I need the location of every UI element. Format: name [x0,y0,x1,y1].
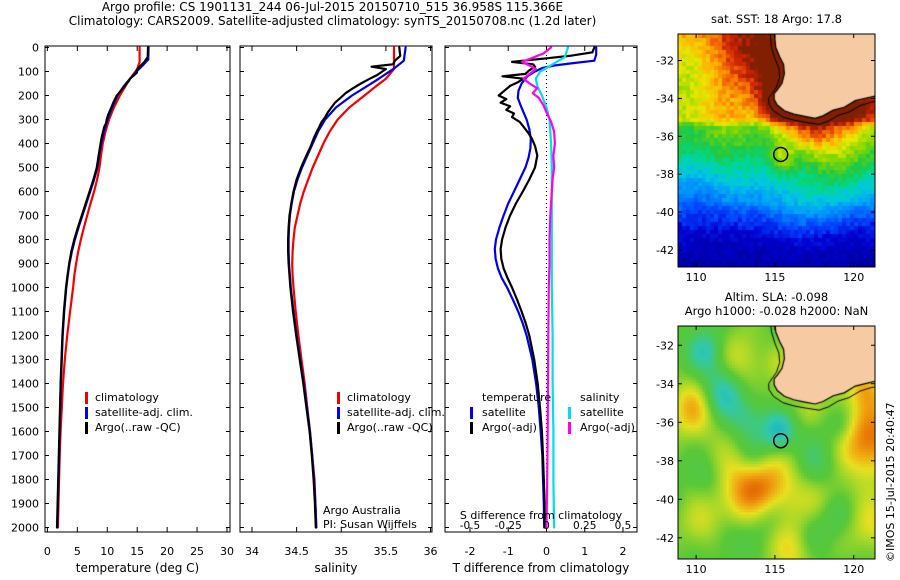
svg-text:300: 300 [18,114,39,127]
svg-text:salinity: salinity [314,561,357,575]
svg-text:satellite: satellite [580,406,624,419]
svg-text:120: 120 [843,563,864,576]
svg-text:S difference from climatology: S difference from climatology [460,509,623,522]
svg-text:salinity: salinity [580,391,620,404]
svg-text:temperature (deg C): temperature (deg C) [76,561,199,575]
figure-title-line1: Argo profile: CS 1901131_244 06-Jul-2015… [101,0,564,14]
imos-credit: ©IMOS 15-Jul-2015 20:40:47 [884,402,897,562]
svg-text:700: 700 [18,210,39,223]
svg-text:1000: 1000 [11,282,39,295]
svg-text:1500: 1500 [11,402,39,415]
svg-text:-36: -36 [656,130,674,143]
svg-text:climatology: climatology [347,391,411,404]
svg-text:-0.25: -0.25 [495,520,522,532]
svg-text:-38: -38 [656,168,674,181]
svg-text:-42: -42 [656,532,674,545]
sla-map-image [678,326,875,559]
svg-text:PI: Susan Wijffels: PI: Susan Wijffels [323,518,417,531]
svg-text:1100: 1100 [11,306,39,319]
svg-text:-38: -38 [656,455,674,468]
svg-text:1200: 1200 [11,330,39,343]
svg-text:satellite: satellite [482,406,526,419]
svg-text:35: 35 [334,545,348,558]
svg-text:35.5: 35.5 [374,545,399,558]
svg-text:115: 115 [764,271,785,284]
svg-text:-0.5: -0.5 [460,520,481,532]
svg-text:5: 5 [74,545,81,558]
svg-text:1900: 1900 [11,498,39,511]
svg-text:climatology: climatology [95,391,159,404]
svg-text:20: 20 [160,545,174,558]
svg-text:1300: 1300 [11,354,39,367]
svg-text:120: 120 [843,271,864,284]
svg-text:900: 900 [18,258,39,271]
svg-text:Argo(-adj): Argo(-adj) [580,421,635,434]
svg-text:0: 0 [32,42,39,55]
svg-text:115: 115 [764,563,785,576]
svg-text:2000: 2000 [11,522,39,535]
svg-text:temperature: temperature [482,391,551,404]
svg-text:Argo(..raw -QC): Argo(..raw -QC) [347,421,433,434]
svg-text:Argo(..raw -QC): Argo(..raw -QC) [95,421,181,434]
svg-text:1400: 1400 [11,378,39,391]
svg-text:500: 500 [18,162,39,175]
svg-text:600: 600 [18,186,39,199]
svg-text:110: 110 [686,563,707,576]
svg-text:100: 100 [18,66,39,79]
svg-text:34.5: 34.5 [284,545,309,558]
svg-text:200: 200 [18,90,39,103]
svg-text:110: 110 [686,271,707,284]
svg-text:-1: -1 [503,545,514,558]
svg-text:-34: -34 [656,92,674,105]
svg-text:0.5: 0.5 [615,520,632,532]
svg-text:30: 30 [220,545,234,558]
sla-map-title-line2: Argo h1000: -0.028 h2000: NaN [684,304,869,318]
svg-text:-36: -36 [656,416,674,429]
svg-text:satellite-adj. clim.: satellite-adj. clim. [95,406,193,419]
svg-text:0: 0 [543,545,550,558]
svg-text:-40: -40 [656,206,674,219]
svg-text:800: 800 [18,234,39,247]
svg-text:1600: 1600 [11,426,39,439]
svg-text:34: 34 [245,545,259,558]
svg-text:-40: -40 [656,493,674,506]
sst-map-image [678,34,875,267]
svg-text:400: 400 [18,138,39,151]
svg-text:-34: -34 [656,378,674,391]
svg-text:-2: -2 [464,545,475,558]
svg-text:satellite-adj. clim.: satellite-adj. clim. [347,406,445,419]
svg-text:-42: -42 [656,244,674,257]
svg-text:1: 1 [581,545,588,558]
svg-text:36: 36 [424,545,438,558]
figure-title-line2: Climatology: CARS2009. Satellite-adjuste… [68,14,597,28]
svg-text:10: 10 [100,545,114,558]
svg-text:15: 15 [130,545,144,558]
figure-header: Argo profile: CS 1901131_244 06-Jul-2015… [0,0,665,28]
svg-text:-32: -32 [656,339,674,352]
svg-text:T difference from climatology: T difference from climatology [452,561,630,575]
svg-text:1800: 1800 [11,474,39,487]
svg-text:25: 25 [190,545,204,558]
svg-text:0: 0 [543,520,550,532]
svg-text:Argo Australia: Argo Australia [323,504,401,517]
svg-text:-32: -32 [656,55,674,68]
svg-text:1700: 1700 [11,450,39,463]
svg-text:0.25: 0.25 [573,520,596,532]
svg-text:0: 0 [44,545,51,558]
sla-map-title-line1: Altim. SLA: -0.098 [724,290,829,304]
svg-text:2: 2 [619,545,626,558]
sst-map-title: sat. SST: 18 Argo: 17.8 [711,12,842,26]
svg-text:Argo(-adj): Argo(-adj) [482,421,537,434]
